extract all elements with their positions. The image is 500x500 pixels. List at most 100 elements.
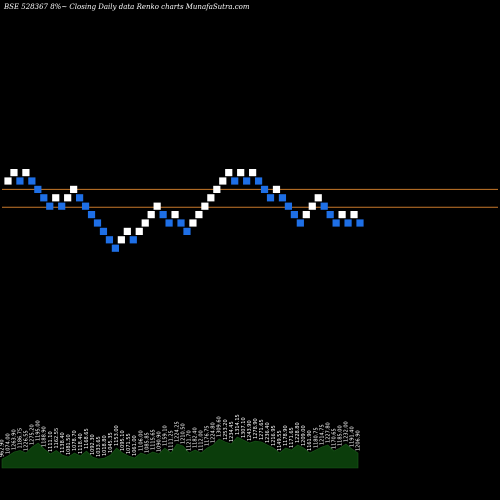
renko-brick-down [278,194,287,202]
volume-label: 1271.65 [259,419,265,440]
volume-label: 1085.85 [144,432,150,453]
renko-brick-down [231,177,239,185]
volume-label: 1278.90 [253,418,259,439]
renko-brick-down [344,219,352,227]
renko-brick-down [290,211,298,219]
volume-label: 1186.75 [18,428,24,449]
renko-brick-up [350,211,358,219]
renko-brick-down [129,236,137,244]
renko-brick-up [237,169,245,177]
renko-brick-up [153,202,161,210]
renko-brick-down [111,244,119,252]
renko-brick-up [314,194,322,202]
volume-label: 1171.65 [289,427,295,448]
volume-label: 1206.90 [356,430,362,451]
renko-brick-down [58,202,66,210]
renko-brick-down [326,211,334,219]
volume-label: 1111.25 [168,430,174,451]
volume-label: 1307.10 [241,417,247,438]
renko-brick-down [260,185,269,193]
volume-label: 1115.65 [150,429,156,450]
renko-brick-up [171,211,179,219]
renko-brick-down [99,227,108,235]
renko-brick-down [177,219,185,227]
volume-label: 1243.90 [247,420,253,441]
volume-label: 1275.20 [30,424,36,445]
volume-label: 1232.00 [343,421,349,442]
volume-label: 1061.00 [132,435,138,456]
renko-brick-down [87,211,96,219]
renko-brick-up [219,177,227,185]
volume-label: 1227.80 [325,422,331,443]
renko-brick-up [135,227,143,235]
volume-label: 1195.00 [36,420,42,441]
volume-label: 1092.30 [90,434,96,455]
volume-label: 1191.40 [350,426,356,447]
renko-brick-down [332,219,340,227]
renko-brick-down [34,185,42,193]
renko-brick-down [356,219,364,227]
volume-label: 1214.75 [319,424,325,445]
volume-area [1,436,359,469]
volume-label: 1168.65 [84,428,90,449]
renko-brick-down [296,219,304,227]
volume-label: 1159.10 [162,425,168,446]
renko-brick-up [64,194,72,202]
renko-brick-up [302,211,310,219]
volume-label: 1071.55 [126,433,132,454]
volume-label: 1018.80 [102,435,108,456]
renko-brick-up [141,219,149,227]
renko-brick-down [93,219,102,227]
renko-brick-down [40,194,48,202]
renko-brick-up [338,211,346,219]
volume-label: 1182.40 [193,427,199,448]
renko-brick-down [284,202,293,210]
volume-label: 1090.90 [156,431,162,452]
volume-label: 1095.10 [120,430,126,451]
volume-label: 1180.75 [313,427,319,448]
volume-label: 1210.50 [181,423,187,444]
volume-label: 1111.10 [48,431,54,452]
renko-brick-up [70,185,78,193]
renko-brick-down [16,177,24,185]
volume-label: 1081.50 [66,434,72,455]
volume-label: 1263.90 [12,429,18,450]
renko-brick-down [243,177,251,185]
volume-label: 1106.00 [138,430,144,451]
chart-title: BSE 528367 8%~ Closing Daily data Renko … [4,3,250,11]
volume-label: 1149.55 [277,430,283,451]
renko-brick-up [10,169,18,177]
renko-brick-up [207,194,215,202]
volume-label: 1209.00 [301,425,307,446]
renko-brick-up [195,211,203,219]
volume-label: 1224.25 [175,421,181,442]
renko-brick-down [159,211,167,219]
renko-brick-down [183,227,191,235]
renko-brick-up [123,227,131,235]
renko-brick-down [266,194,275,202]
volume-label: 1162.55 [54,428,60,449]
renko-brick-down [46,202,54,210]
renko-brick-up [22,169,30,177]
volume-label: 1153.00 [114,425,120,446]
volume-label: 1253.20 [223,419,229,440]
renko-brick-up [189,219,197,227]
renko-brick-up [201,202,209,210]
volume-label: 1216.95 [271,425,277,446]
volume-label: 1234.45 [229,421,235,442]
renko-brick-down [105,236,114,244]
volume-label: 1161.90 [307,430,313,451]
renko-bricks [4,169,364,252]
renko-brick-up [225,169,233,177]
volume-label: 1228.80 [295,422,301,443]
renko-brick-up [272,185,281,193]
renko-brick-up [4,177,12,185]
renko-brick-up [52,194,60,202]
volume-label: 1176.75 [205,425,211,446]
volume-label: 1188.90 [42,426,48,447]
volume-label: 1138.40 [60,432,66,453]
renko-brick-up [117,236,125,244]
volume-label: 962.90 [0,440,6,458]
